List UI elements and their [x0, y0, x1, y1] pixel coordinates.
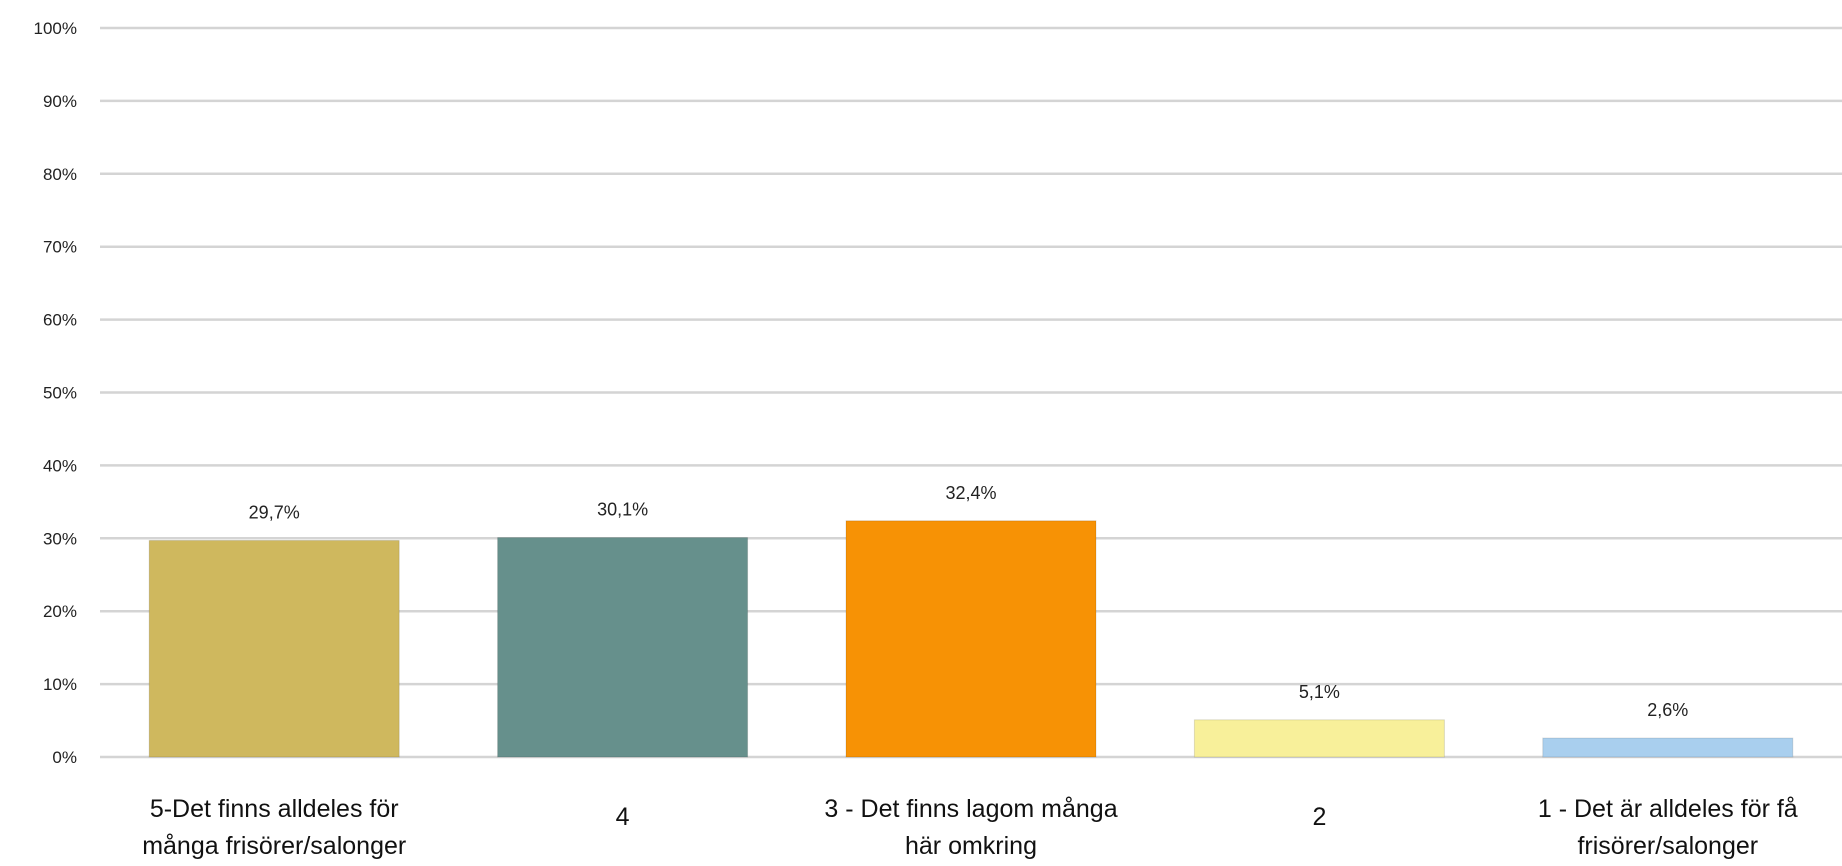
bars: [148, 520, 1794, 758]
bar-5: [1542, 737, 1794, 758]
data-label-5: 2,6%: [1647, 700, 1688, 720]
bar-4: [1193, 719, 1445, 758]
bar-3: [845, 520, 1097, 758]
x-tick-label-line: frisörer/salonger: [1577, 832, 1758, 860]
x-tick-label-3: 3 - Det finns lagom många här omkring: [824, 795, 1117, 860]
x-tick-label-line: 4: [616, 803, 630, 831]
x-axis: 5-Det finns alldeles för många frisörer/s…: [142, 795, 1798, 860]
x-tick-label-line: 2: [1312, 803, 1326, 831]
x-tick-label-line: många frisörer/salonger: [142, 832, 406, 860]
data-label-3: 32,4%: [945, 483, 996, 503]
data-label-1: 29,7%: [249, 502, 300, 522]
y-tick-label-70: 70%: [43, 238, 77, 257]
bar-2: [497, 537, 749, 758]
y-tick-label-100: 100%: [34, 19, 77, 38]
x-tick-label-line: 5-Det finns alldeles för: [150, 795, 399, 823]
y-tick-label-10: 10%: [43, 675, 77, 694]
x-tick-label-4: 2: [1312, 803, 1326, 831]
y-axis: 0% 10% 20% 30% 40% 50% 60% 70% 80% 90% 100%: [34, 19, 77, 767]
y-tick-label-30: 30%: [43, 529, 77, 548]
data-label-4: 5,1%: [1299, 682, 1340, 702]
y-tick-label-0: 0%: [52, 748, 77, 767]
x-tick-label-line: 3 - Det finns lagom många: [824, 795, 1117, 823]
x-tick-label-line: 1 - Det är alldeles för få: [1538, 795, 1798, 823]
x-tick-label-5: 1 - Det är alldeles för få frisörer/salon…: [1538, 795, 1798, 860]
y-tick-label-60: 60%: [43, 311, 77, 330]
x-tick-label-line: här omkring: [905, 832, 1037, 860]
y-tick-label-50: 50%: [43, 384, 77, 403]
y-tick-label-20: 20%: [43, 602, 77, 621]
y-tick-label-80: 80%: [43, 165, 77, 184]
x-tick-label-1: 5-Det finns alldeles för många frisörer/s…: [142, 795, 406, 860]
y-tick-label-90: 90%: [43, 92, 77, 111]
data-label-2: 30,1%: [597, 500, 648, 520]
y-tick-label-40: 40%: [43, 456, 77, 475]
data-labels: 29,7% 30,1% 32,4% 5,1% 2,6%: [249, 483, 1689, 720]
bar-1: [148, 539, 400, 758]
x-tick-label-2: 4: [616, 803, 630, 831]
